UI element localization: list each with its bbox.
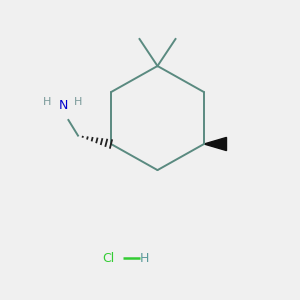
- Text: H: H: [74, 97, 82, 107]
- Text: H: H: [43, 97, 52, 107]
- Polygon shape: [204, 137, 226, 151]
- Text: N: N: [58, 99, 68, 112]
- Text: H: H: [139, 251, 149, 265]
- Text: Cl: Cl: [102, 251, 114, 265]
